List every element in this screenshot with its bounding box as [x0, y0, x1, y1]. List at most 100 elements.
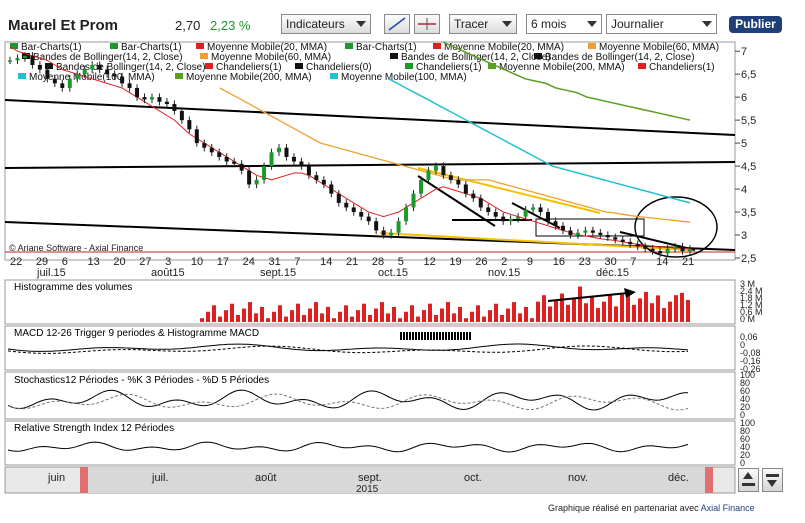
- volume-bar: [554, 300, 558, 322]
- volume-bar: [248, 302, 252, 322]
- candle-body: [105, 69, 110, 75]
- volume-bar: [206, 311, 210, 322]
- legend-swatch: [433, 43, 441, 49]
- day-tick-label: 22: [10, 256, 22, 268]
- price-tick-label: 3,5: [741, 207, 756, 219]
- macd-histogram-bar: [454, 332, 456, 340]
- macd-histogram-bar: [409, 332, 411, 340]
- rsi-tick-label: 80: [740, 426, 750, 436]
- candle-body: [658, 251, 663, 254]
- volume-bar: [422, 310, 426, 322]
- stock-change: 2,23 %: [210, 18, 251, 33]
- navigator-right-handle[interactable]: [705, 467, 713, 493]
- volume-bar: [302, 314, 306, 322]
- volume-bar: [320, 313, 324, 322]
- volume-bar: [548, 306, 552, 322]
- volume-bar: [458, 306, 462, 322]
- legend-swatch: [330, 73, 338, 79]
- trendline-tool-button[interactable]: [384, 14, 410, 34]
- candle-body: [187, 120, 192, 130]
- candle-body: [688, 248, 692, 252]
- day-tick-label: 7: [294, 256, 300, 268]
- volume-tick-label: 0,6 M: [740, 307, 763, 317]
- legend-swatch: [534, 53, 542, 59]
- legend-item: Bar-Charts(1): [121, 42, 182, 53]
- volume-bar: [272, 311, 276, 322]
- volume-bar: [524, 306, 528, 322]
- month-tick-label: déc.15: [596, 267, 629, 279]
- candle-body: [523, 209, 528, 217]
- day-tick-label: 2: [501, 256, 507, 268]
- day-tick-label: 20: [113, 256, 125, 268]
- publish-button[interactable]: Publier: [729, 16, 782, 33]
- candle-body: [351, 207, 356, 213]
- day-tick-label: 10: [191, 256, 203, 268]
- legend-swatch: [588, 43, 596, 49]
- macd-tick-label: 0: [740, 340, 745, 350]
- draw-dropdown[interactable]: Tracer: [449, 14, 517, 34]
- legend-item: Moyenne Mobile(200, MMA): [499, 62, 625, 73]
- candle-body: [598, 232, 603, 236]
- volume-bar: [452, 313, 456, 322]
- candle-body: [172, 104, 177, 111]
- interval-select[interactable]: Journalier: [606, 14, 717, 34]
- zoom-in-button[interactable]: [738, 468, 759, 492]
- day-tick-label: 7: [630, 256, 636, 268]
- day-tick-label: 19: [449, 256, 461, 268]
- legend-item: Chandeliers(1): [649, 62, 715, 73]
- volume-bar: [632, 304, 636, 322]
- navigator-selection[interactable]: [80, 467, 710, 493]
- volume-bar: [326, 306, 330, 322]
- volume-bar: [212, 305, 216, 322]
- candle-body: [37, 64, 42, 70]
- volume-bar: [386, 313, 390, 322]
- macd-histogram-bar: [445, 332, 447, 340]
- arrow-head-icon: [624, 288, 636, 298]
- volume-bar: [512, 302, 516, 322]
- day-tick-label: 29: [36, 256, 48, 268]
- footer-link[interactable]: Axial Finance: [700, 503, 755, 513]
- macd-line: [7, 343, 689, 352]
- candle-body: [359, 212, 364, 217]
- volume-tick-label: 2,4 M: [740, 286, 763, 296]
- volume-bar: [626, 293, 630, 322]
- stoch-tick-label: 80: [740, 378, 750, 388]
- price-tick-label: 4: [741, 184, 747, 196]
- macd-histogram-bar: [460, 332, 462, 340]
- rsi-tick-label: 60: [740, 434, 750, 444]
- period-select[interactable]: 6 mois: [526, 14, 602, 34]
- volume-bar: [500, 314, 504, 322]
- rsi-title: Relative Strength Index 12 Périodes: [14, 423, 174, 434]
- candle-body: [381, 230, 386, 236]
- volume-bar: [596, 308, 600, 322]
- candle-body: [75, 74, 80, 79]
- volume-bars: [200, 286, 690, 322]
- indicators-dropdown[interactable]: Indicateurs: [281, 14, 371, 34]
- volume-bar: [644, 291, 648, 322]
- chevron-down-icon: [502, 21, 512, 27]
- interval-value: Journalier: [611, 17, 664, 31]
- candle-body: [217, 152, 222, 157]
- candle-body: [284, 147, 289, 157]
- zoom-out-button[interactable]: [762, 468, 783, 492]
- candle-body: [112, 74, 117, 77]
- candle-body: [441, 166, 446, 176]
- navigator-left-handle[interactable]: [80, 467, 88, 493]
- footer-text: Graphique réalisé en partenariat avec: [548, 503, 699, 513]
- volume-tick-label: 1,2 M: [740, 300, 763, 310]
- volume-bar: [506, 308, 510, 322]
- macd-tick-label: -0,26: [740, 364, 761, 374]
- copyright: © Ariane Software - Axial Finance: [9, 243, 143, 253]
- volume-bar: [560, 293, 564, 322]
- candle-body: [628, 241, 633, 245]
- legend-item: Chandeliers(0): [306, 62, 372, 73]
- legend-swatch: [488, 63, 496, 69]
- hline-tool-button[interactable]: [414, 14, 440, 34]
- price-tick-label: 6: [741, 92, 747, 104]
- day-tick-label: 24: [243, 256, 255, 268]
- candle-body: [433, 166, 438, 171]
- candle-body: [224, 156, 229, 162]
- volume-tick-label: 3 M: [740, 279, 755, 289]
- candle-body: [269, 152, 274, 167]
